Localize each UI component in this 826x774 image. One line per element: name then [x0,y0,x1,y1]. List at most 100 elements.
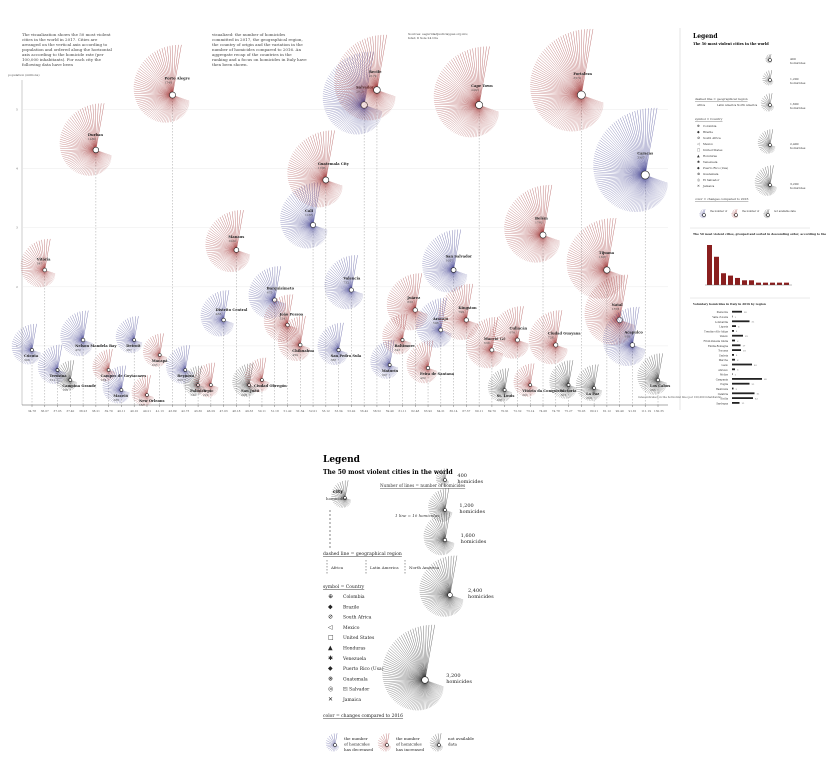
fan-line [210,249,237,261]
fan-line [23,349,33,364]
fan-line [142,352,160,356]
fan-line [627,308,633,346]
mini-region-title: dashed line = geographical region [695,97,748,101]
city-label: Baltimore [394,344,415,348]
fan-line [86,149,97,176]
fan-line [347,89,378,113]
mini-country-name: Colombia [703,124,717,128]
x-tick-label: 76.03 [577,409,585,413]
fan-line [221,215,237,251]
fan-line [568,360,571,386]
fan-line [37,366,58,371]
legend-size-value: 3,200 [446,673,460,679]
fan-line [139,66,173,96]
fan-line [511,234,544,251]
fan-line [453,269,465,285]
fan-line [61,328,84,341]
fan-line [531,344,556,353]
fan-line [578,30,582,96]
fan-line [466,346,492,351]
legend-size-value: 2,400 [468,588,482,594]
fan-line [40,269,45,288]
fan-line [550,373,569,386]
fan-line [555,344,559,363]
fan-line [234,210,237,251]
fan-line [599,139,646,176]
fan-line [769,165,771,186]
fan-line [311,224,314,248]
mini-country-symbol: ◆ [697,130,700,134]
fan-line [511,204,544,236]
fan-line [65,123,96,151]
fan-line [156,94,173,122]
fan-line [376,89,388,115]
fan-line [46,369,58,383]
fan-line [323,330,339,351]
fan-line [274,266,278,301]
fan-line [140,94,173,110]
fan-line [441,269,454,292]
fan-line [312,224,327,238]
fan-line [493,389,505,399]
fan-line [584,310,620,321]
fan-line [431,241,454,271]
fan-line [61,339,84,345]
fan-line [517,339,526,354]
legend-country-name: United States [343,635,375,641]
fan-line [134,79,173,96]
fan-line [467,337,492,351]
fan-line [364,104,379,124]
fan-line [397,638,426,681]
fan-line [202,319,224,325]
fan-line [436,594,451,616]
fan-line [421,342,429,369]
fan-line [393,286,416,311]
fan-line [144,94,173,114]
fan-line [530,363,535,386]
fan-line [606,269,616,294]
fan-line [31,349,36,363]
fan-line [422,329,441,342]
fan-line [416,319,441,331]
fan-line [286,324,288,342]
fan-center [768,103,772,107]
fan-line [290,224,314,243]
fan-line [506,234,544,240]
fan-line [248,293,275,301]
fan-line [41,369,58,378]
fan-line [542,234,557,253]
fan-line [539,344,556,361]
fan-line [593,222,608,271]
fan-line [118,339,135,347]
x-tick-label: 47.03 [220,409,228,413]
fan-line [542,234,555,255]
fan-line [21,261,45,271]
fan-line [542,234,549,260]
fan-line [477,47,480,106]
fan-line [443,539,446,556]
fan-line [464,51,480,106]
city-label: Salvador [356,86,374,90]
fan-line [646,358,659,381]
fan-line [351,104,365,135]
fan-line [529,334,556,346]
fan-line [260,379,263,393]
chart3-region-label: Trentino-Alto Adige [704,330,728,333]
legend-color-label: the number [344,736,368,741]
fan-line [389,364,393,378]
fan-line [95,103,99,151]
fan-line [284,295,288,326]
fan-line [610,174,646,204]
fan-line [528,341,556,346]
fan-line [566,360,569,386]
fan-line [577,375,595,389]
fan-line [632,344,641,361]
fan-center [92,146,100,154]
chart3-value: 6 [737,369,739,372]
fan-line [613,276,620,321]
fan-line [434,594,451,615]
fan-line [337,89,377,98]
fan-line [107,389,122,400]
fan-line [645,108,649,176]
fan-line [129,339,135,354]
